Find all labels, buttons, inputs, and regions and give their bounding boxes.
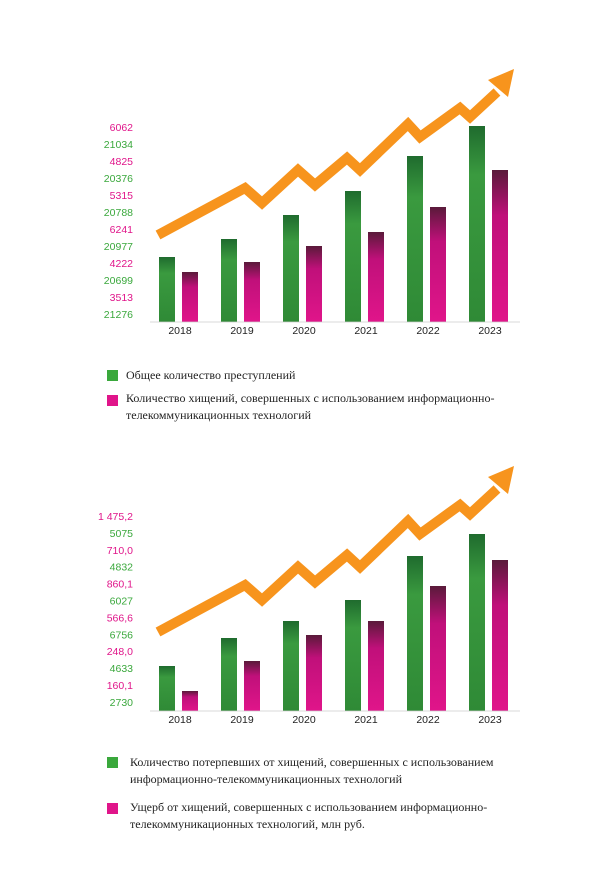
value-label: 3513: [110, 292, 134, 304]
legend-text: Количество хищений, совершенных с исполь…: [126, 391, 494, 405]
year-label: 2022: [416, 714, 440, 726]
value-label: 4633: [110, 663, 134, 675]
value-label: 248,0: [107, 646, 133, 658]
year-label: 2020: [292, 714, 316, 726]
year-label: 2021: [354, 714, 378, 726]
year-label: 2019: [230, 714, 254, 726]
value-label: 2730: [110, 697, 134, 709]
year-label: 2019: [230, 325, 254, 337]
value-label: 710,0: [107, 545, 133, 557]
value-label: 4832: [110, 562, 134, 574]
legend-swatch: [107, 370, 118, 381]
bar-green: [469, 534, 485, 711]
bar-pink: [244, 661, 260, 711]
trend-arrow: [155, 88, 501, 240]
value-label: 6241: [110, 224, 134, 236]
value-label: 21034: [104, 139, 133, 151]
arrow-head: [488, 466, 514, 494]
value-label: 4825: [110, 156, 134, 168]
bar-pink: [492, 560, 508, 711]
bar-pink: [244, 262, 260, 322]
value-label: 6756: [110, 629, 134, 641]
year-label: 2018: [168, 714, 192, 726]
value-label: 20788: [104, 207, 133, 219]
bar-green: [159, 257, 175, 322]
bar-green: [407, 156, 423, 322]
value-label: 160,1: [107, 680, 133, 692]
value-label: 5075: [110, 528, 134, 540]
legend-text: информационно-телекоммуникационных техно…: [130, 772, 403, 786]
value-label: 4222: [110, 258, 134, 270]
trend-arrow: [155, 485, 501, 637]
legend-swatch: [107, 803, 118, 814]
year-label: 2018: [168, 325, 192, 337]
value-label: 566,6: [107, 612, 133, 624]
legend-text: Количество потерпевших от хищений, совер…: [130, 755, 494, 769]
bar-pink: [182, 272, 198, 322]
bar-pink: [368, 232, 384, 322]
bar-green: [221, 638, 237, 711]
bar-pink: [430, 207, 446, 322]
year-label: 2021: [354, 325, 378, 337]
legend-swatch: [107, 757, 118, 768]
legend-text: телекоммуникационных технологий: [126, 408, 312, 422]
value-label: 20699: [104, 275, 133, 287]
bar-green: [159, 666, 175, 711]
bar-pink: [430, 586, 446, 711]
bar-green: [469, 126, 485, 322]
legend-text: Общее количество преступлений: [126, 368, 296, 382]
value-label: 21276: [104, 309, 133, 321]
bar-green: [345, 600, 361, 711]
value-label: 6062: [110, 122, 134, 134]
bar-green: [283, 621, 299, 711]
arrow-head: [488, 69, 514, 97]
value-label: 20376: [104, 173, 133, 185]
year-label: 2023: [478, 325, 502, 337]
legend-swatch: [107, 395, 118, 406]
bar-pink: [306, 246, 322, 322]
value-label: 6027: [110, 596, 134, 608]
bar-green: [345, 191, 361, 322]
bar-green: [221, 239, 237, 322]
value-label: 1 475,2: [98, 511, 133, 523]
bar-green: [283, 215, 299, 322]
year-label: 2020: [292, 325, 316, 337]
legend-text: телекоммуникационных технологий, млн руб…: [130, 817, 365, 831]
value-label: 5315: [110, 190, 134, 202]
year-label: 2022: [416, 325, 440, 337]
bar-pink: [182, 691, 198, 711]
bar-pink: [492, 170, 508, 322]
year-label: 2023: [478, 714, 502, 726]
legend-text: Ущерб от хищений, совершенных с использо…: [130, 800, 487, 814]
bar-pink: [368, 621, 384, 711]
value-label: 860,1: [107, 579, 133, 591]
value-label: 20977: [104, 241, 133, 253]
bar-pink: [306, 635, 322, 711]
bar-green: [407, 556, 423, 711]
